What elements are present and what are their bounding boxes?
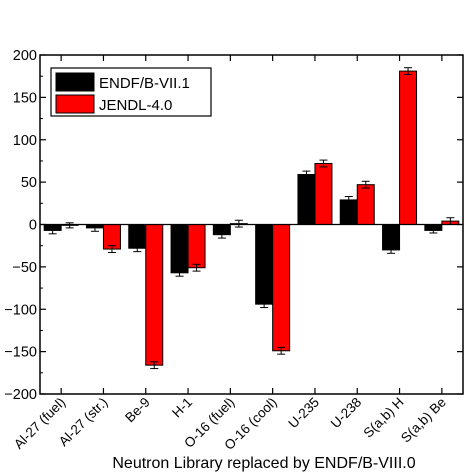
x-axis-title: Neutron Library replaced by ENDF/B-VIII.… [112,455,415,472]
x-tick-label: Be-9 [122,395,153,426]
y-tick-label: −200 [4,387,37,403]
bar-jendl [272,224,291,352]
bar-jendl [187,224,206,269]
y-tick-label: 0 [29,218,37,234]
bar-endf [297,173,316,225]
legend-swatch-jendl [55,94,95,114]
legend-label-endf: ENDF/B-VII.1 [99,75,190,92]
legend: ENDF/B-VII.1 JENDL-4.0 [50,67,212,117]
y-axis: −200 −150 −100 −50 0 50 100 150 200 [4,48,463,403]
x-tick-label: U-235 [285,395,322,432]
bar-jendl [145,224,164,366]
y-tick-label: 150 [13,90,37,106]
x-tick-label: S(a,b) Be [398,395,449,446]
bar-jendl [399,70,418,226]
x-tick-label: U-238 [328,395,365,432]
bar-endf [170,224,189,274]
legend-label-jendl: JENDL-4.0 [99,97,172,114]
y-tick-label: 50 [21,175,37,191]
x-tick-label: H-1 [169,395,195,421]
y-tick-label: −50 [12,260,37,276]
bars-layer [43,67,460,370]
y-tick-label: 100 [13,133,37,149]
legend-swatch-endf [55,72,95,92]
bar-jendl [314,162,333,225]
bar-jendl [356,184,375,225]
bar-endf [255,224,274,305]
y-tick-label: −150 [4,345,37,361]
y-tick-label: 200 [13,48,37,64]
y-tick-label: −100 [4,302,37,318]
